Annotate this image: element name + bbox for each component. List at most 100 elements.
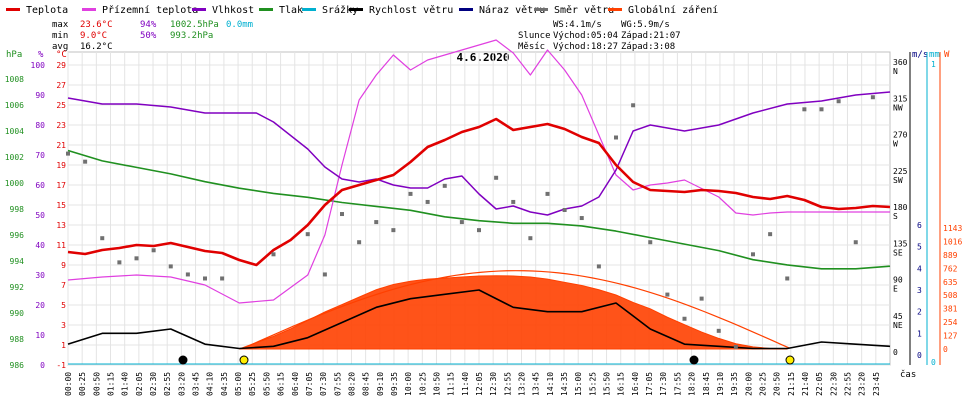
axis-label-temp: °C [56,50,67,60]
wind-direction-point [425,199,430,204]
w-tick-label: 0 [943,345,948,354]
temp-tick-label: 25 [56,101,66,110]
x-tick-label: 20:00 [744,372,753,396]
wind-direction-point [596,264,601,269]
info-moon-set: Západ:3:08 [621,42,675,52]
x-tick-label: 10:50 [432,372,441,396]
legend-label-rychlost-vetru: Rychlost větru [369,4,453,16]
x-tick-label: 16:40 [631,372,640,396]
wind-direction-point [751,252,755,257]
x-tick-label: 06:40 [291,372,300,396]
x-tick-label: 13:45 [532,372,541,396]
clear-sky-curve [241,270,790,350]
legend-label-vlhkost: Vlhkost [212,5,254,16]
w-tick-label: 381 [943,305,958,314]
info-moon-label: Měsíc [518,42,545,52]
legend-swatch-teplota [6,8,20,11]
wind-direction-point [151,248,156,253]
wind-direction-point [819,107,824,112]
info-wg: WG:5.9m/s [621,20,670,30]
temp-tick-label: 11 [56,241,66,250]
w-tick-label: 127 [943,332,958,341]
pct-tick-label: 30 [35,271,45,280]
x-tick-label: 05:50 [262,372,271,396]
chart-title: 4.6.2020 [457,51,510,64]
series-vlhkost [67,91,891,216]
wind-direction-point [682,316,687,321]
x-tick-label: 22:05 [815,372,824,396]
hpa-tick-label: 1000 [5,179,24,188]
x-tick-label: 12:30 [489,372,498,396]
legend-swatch-tlak [259,8,273,11]
x-tick-label: 23:45 [872,372,881,396]
temp-tick-label: 1 [61,341,66,350]
legend-label-teplota: Teplota [26,5,68,16]
hpa-tick-label: 1008 [5,75,24,84]
temp-tick-label: 15 [56,201,66,210]
dir-tick-label: S [893,212,898,221]
ms-tick-label: 6 [917,221,922,230]
wind-direction-point [442,183,447,188]
wind-direction-point [768,232,773,237]
dir-tick-label: SE [893,248,903,257]
sunset-marker [785,355,795,365]
wind-direction-point [100,236,105,241]
wind-direction-point [716,328,721,333]
x-tick-label: 01:40 [121,372,130,396]
stat-max-rain: 0.0mm [226,20,253,30]
x-tick-label: 01:15 [107,372,116,396]
wind-direction-point [802,107,807,112]
wind-direction-point [185,272,190,277]
ms-tick-label: 5 [917,243,922,252]
stat-max-label: max [52,20,69,30]
legend-swatch-prizemni-teplota [82,8,96,11]
legend-label-naraz-vetru: Náraz větru [479,4,545,16]
wind-direction-point [340,212,344,217]
wind-direction-point [614,135,618,140]
wind-direction-point [665,292,670,297]
w-tick-label: 508 [943,291,958,300]
pct-tick-label: 90 [35,91,45,100]
x-tick-label: 17:55 [673,372,682,396]
legend-item-naraz-vetru: Náraz větru [459,4,545,16]
wind-direction-point [408,191,413,196]
x-tick-label: 09:10 [376,372,385,396]
wind-direction-point [699,296,704,301]
legend-swatch-smer-vetru [534,8,548,11]
x-tick-label: 11:40 [461,372,470,396]
hpa-tick-label: 990 [10,309,25,318]
legend-label-globalni-zareni: Globální záření [628,4,718,16]
ms-tick-label: 2 [917,308,922,317]
temp-tick-label: 13 [56,221,66,230]
hpa-tick-label: 994 [10,257,25,266]
legend-item-srazky: Srážky [302,4,358,16]
dir-tick-label: 0 [893,348,898,357]
x-tick-label: 10:25 [418,372,427,396]
x-tick-label: 19:10 [716,372,725,396]
pct-tick-label: 100 [31,61,46,70]
temp-tick-label: 29 [56,61,66,70]
wind-direction-point [494,175,499,180]
temp-tick-label: 3 [61,321,66,330]
x-tick-label: 06:15 [277,372,286,396]
legend-swatch-rychlost-vetru [349,8,363,11]
axis-label-pct: % [38,50,44,60]
legend-swatch-globalni-zareni [608,8,622,11]
x-tick-label: 11:15 [447,372,456,396]
legend-label-smer-vetru: Směr větru [554,4,614,16]
legend-swatch-naraz-vetru [459,8,473,11]
legend-label-srazky: Srážky [322,4,358,16]
series-rychlost-vetru [67,289,891,350]
x-tick-label: 19:35 [730,372,739,396]
x-tick-label: 09:35 [390,372,399,396]
x-tick-label: 08:20 [347,372,356,396]
axis-label-x: čas [900,369,916,380]
x-tick-label: 15:25 [588,372,597,396]
x-tick-label: 23:20 [858,372,867,396]
axis-label-ms: m/s [912,50,928,60]
ms-tick-label: 1 [917,329,922,338]
legend-item-vlhkost: Vlhkost [192,5,254,16]
dir-tick-label: N [893,67,898,76]
hpa-tick-label: 988 [10,335,25,344]
